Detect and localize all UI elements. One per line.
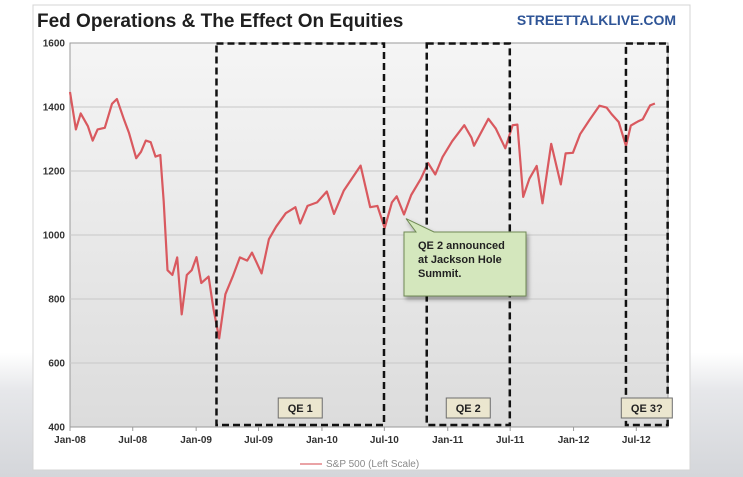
x-tick-label: Jul-10	[370, 435, 399, 446]
series-line-sp500	[68, 91, 656, 340]
qe-region-box	[624, 42, 669, 427]
qe-label-box	[277, 397, 323, 419]
y-axis-ticks: 400 600 800 1000 1200 1400 1600	[43, 39, 66, 434]
x-axis-ticks: Jan-08 Jul-08 Jan-09 Jul-09 Jan-10 Jul-10 Jan-…	[54, 427, 651, 446]
x-tick-label: Jan-10	[306, 435, 338, 446]
x-tick-label: Jan-09	[180, 435, 212, 446]
qe-label: QE 1	[288, 403, 313, 415]
x-tick-label: Jan-12	[558, 435, 590, 446]
x-tick-label: Jan-08	[54, 435, 86, 446]
qe-label-box	[445, 397, 491, 419]
qe-region-box	[215, 42, 386, 427]
series-layer	[68, 91, 656, 340]
annotation-text-line: Summit.	[418, 268, 461, 280]
annotation-text-line: at Jackson Hole	[418, 254, 502, 266]
annotation-callout	[403, 218, 527, 297]
x-tick-label: Jul-09	[244, 435, 273, 446]
y-tick-label: 1000	[43, 231, 66, 242]
qe-label: QE 3?	[631, 403, 663, 415]
y-tick-label: 1600	[43, 39, 66, 50]
y-tick-label: 400	[48, 423, 65, 434]
y-tick-label: 1400	[43, 103, 66, 114]
legend: S&P 500 (Left Scale)	[300, 459, 419, 470]
qe-label-box	[620, 397, 673, 419]
y-tick-label: 600	[48, 359, 65, 370]
legend-entry: S&P 500 (Left Scale)	[326, 459, 419, 470]
x-tick-label: Jul-08	[118, 435, 147, 446]
chart-title: Fed Operations & The Effect On Equities	[37, 11, 403, 32]
x-tick-label: Jul-11	[496, 435, 525, 446]
brand-label: STREETTALKLIVE.COM	[517, 12, 676, 28]
x-tick-label: Jan-11	[432, 435, 464, 446]
qe-label: QE 2	[456, 403, 481, 415]
y-tick-label: 1200	[43, 167, 66, 178]
annotation-text-line: QE 2 announced	[418, 240, 505, 252]
x-tick-label: Jul-12	[622, 435, 651, 446]
y-tick-label: 800	[48, 295, 65, 306]
annotations: QE 2 announced at Jackson Hole Summit.	[403, 218, 527, 297]
gridlines	[70, 106, 668, 364]
